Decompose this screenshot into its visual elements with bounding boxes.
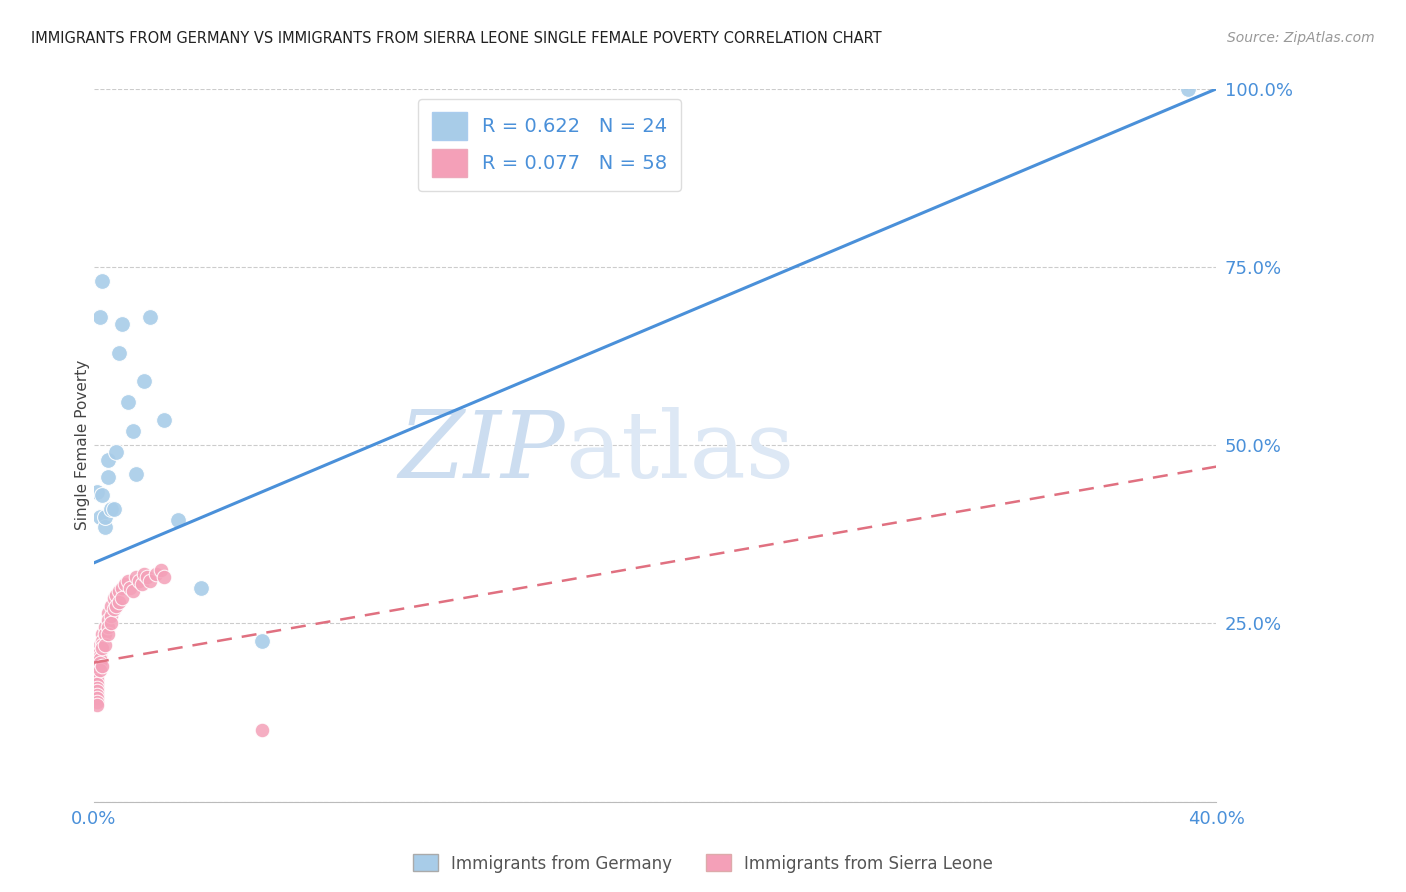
Point bbox=[153, 570, 176, 584]
Point bbox=[1177, 82, 1199, 96]
Point bbox=[89, 652, 111, 666]
Point bbox=[91, 488, 114, 502]
Point bbox=[91, 627, 114, 641]
Point bbox=[105, 588, 128, 602]
Point bbox=[134, 374, 156, 388]
Point bbox=[86, 698, 108, 713]
Point bbox=[86, 673, 108, 688]
Point bbox=[117, 395, 139, 409]
Point bbox=[89, 645, 111, 659]
Point bbox=[139, 574, 162, 588]
Point bbox=[122, 424, 145, 438]
Point bbox=[125, 570, 148, 584]
Point bbox=[111, 591, 134, 606]
Point bbox=[89, 509, 111, 524]
Point bbox=[100, 616, 122, 631]
Point bbox=[86, 691, 108, 706]
Point bbox=[86, 695, 108, 709]
Point bbox=[100, 502, 122, 516]
Point bbox=[91, 274, 114, 288]
Point bbox=[94, 638, 117, 652]
Text: Source: ZipAtlas.com: Source: ZipAtlas.com bbox=[1227, 31, 1375, 45]
Point bbox=[252, 634, 274, 648]
Point bbox=[100, 599, 122, 613]
Point bbox=[86, 684, 108, 698]
Point bbox=[86, 677, 108, 691]
Y-axis label: Single Female Poverty: Single Female Poverty bbox=[76, 360, 90, 531]
Text: IMMIGRANTS FROM GERMANY VS IMMIGRANTS FROM SIERRA LEONE SINGLE FEMALE POVERTY CO: IMMIGRANTS FROM GERMANY VS IMMIGRANTS FR… bbox=[31, 31, 882, 46]
Point bbox=[108, 584, 131, 599]
Point bbox=[91, 641, 114, 656]
Point bbox=[86, 688, 108, 702]
Point bbox=[97, 620, 120, 634]
Point bbox=[86, 666, 108, 681]
Point bbox=[86, 484, 108, 499]
Point bbox=[150, 563, 173, 577]
Point bbox=[167, 513, 190, 527]
Point bbox=[91, 638, 114, 652]
Point bbox=[252, 723, 274, 738]
Point bbox=[89, 638, 111, 652]
Point bbox=[91, 634, 114, 648]
Point bbox=[111, 581, 134, 595]
Point bbox=[136, 570, 159, 584]
Point bbox=[105, 599, 128, 613]
Point bbox=[111, 317, 134, 331]
Point bbox=[103, 602, 125, 616]
Point bbox=[86, 670, 108, 684]
Point bbox=[190, 581, 212, 595]
Point bbox=[125, 467, 148, 481]
Point bbox=[86, 645, 108, 659]
Point bbox=[86, 681, 108, 695]
Point bbox=[128, 574, 150, 588]
Point bbox=[103, 591, 125, 606]
Point bbox=[86, 656, 108, 670]
Point bbox=[94, 520, 117, 534]
Point bbox=[94, 620, 117, 634]
Text: ZIP: ZIP bbox=[399, 408, 565, 498]
Point bbox=[105, 445, 128, 459]
Point bbox=[108, 595, 131, 609]
Point bbox=[97, 452, 120, 467]
Point bbox=[131, 577, 153, 591]
Point bbox=[89, 310, 111, 324]
Point bbox=[139, 310, 162, 324]
Point bbox=[108, 345, 131, 359]
Legend: R = 0.622   N = 24, R = 0.077   N = 58: R = 0.622 N = 24, R = 0.077 N = 58 bbox=[418, 99, 681, 191]
Point bbox=[122, 584, 145, 599]
Point bbox=[94, 509, 117, 524]
Point bbox=[97, 470, 120, 484]
Point bbox=[89, 648, 111, 663]
Point bbox=[100, 609, 122, 624]
Point bbox=[114, 577, 136, 591]
Point bbox=[145, 566, 167, 581]
Point bbox=[97, 627, 120, 641]
Point bbox=[153, 413, 176, 427]
Point bbox=[134, 566, 156, 581]
Text: atlas: atlas bbox=[565, 408, 794, 498]
Point bbox=[117, 574, 139, 588]
Point bbox=[89, 663, 111, 677]
Point bbox=[94, 627, 117, 641]
Point bbox=[86, 652, 108, 666]
Legend: Immigrants from Germany, Immigrants from Sierra Leone: Immigrants from Germany, Immigrants from… bbox=[406, 847, 1000, 880]
Point bbox=[103, 502, 125, 516]
Point bbox=[97, 613, 120, 627]
Point bbox=[89, 656, 111, 670]
Point bbox=[91, 659, 114, 673]
Point bbox=[86, 663, 108, 677]
Point bbox=[86, 652, 108, 666]
Point bbox=[97, 606, 120, 620]
Point bbox=[120, 581, 142, 595]
